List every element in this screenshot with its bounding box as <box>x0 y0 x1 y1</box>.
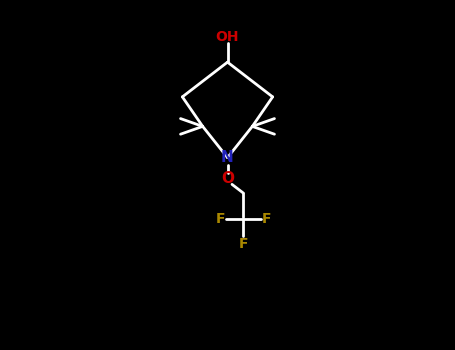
Text: F: F <box>215 212 225 226</box>
Text: O: O <box>221 171 234 186</box>
Text: F: F <box>262 212 271 226</box>
Text: N: N <box>221 150 234 165</box>
Text: OH: OH <box>216 30 239 44</box>
Text: F: F <box>238 237 248 251</box>
